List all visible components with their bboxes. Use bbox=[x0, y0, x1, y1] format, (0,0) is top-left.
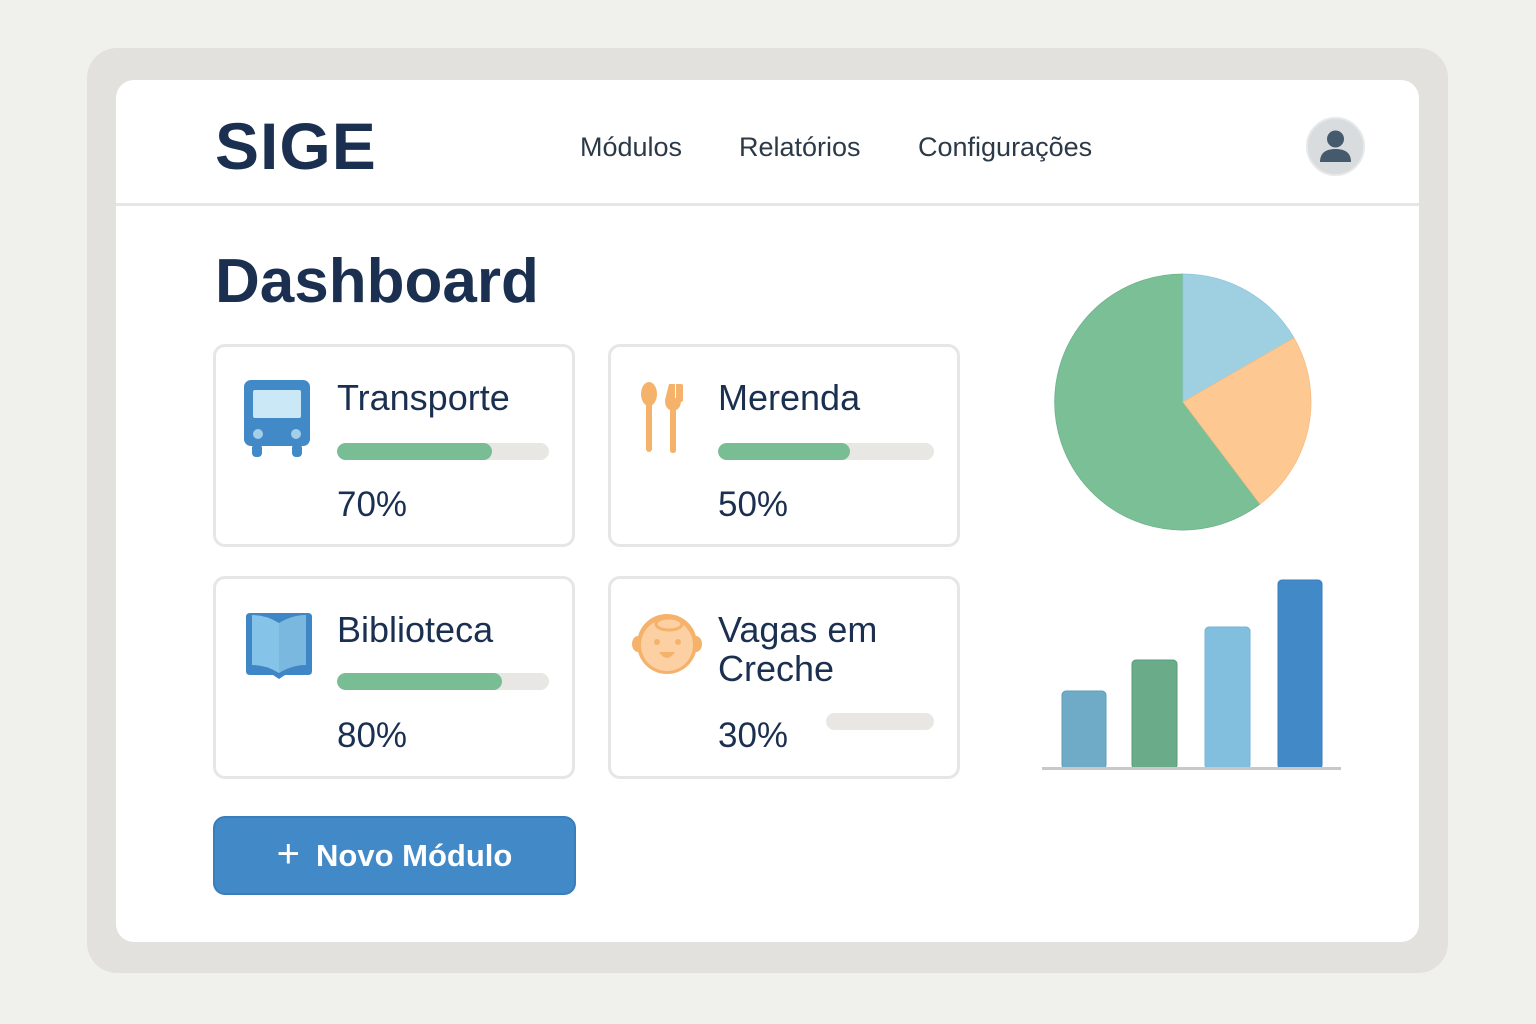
card-percent: 70% bbox=[337, 485, 408, 524]
user-icon bbox=[1320, 130, 1351, 162]
bar-chart bbox=[1042, 579, 1341, 770]
progress-bar bbox=[718, 443, 934, 460]
bar-4 bbox=[1277, 579, 1323, 770]
app-window: SIGE Módulos Relatórios Configurações Da… bbox=[116, 80, 1419, 942]
pie-chart bbox=[1054, 273, 1312, 531]
nav-item-configuracoes[interactable]: Configurações bbox=[918, 132, 1093, 162]
progress-bar bbox=[337, 673, 549, 690]
card-label-line1: Vagas em bbox=[718, 609, 878, 650]
bar-3 bbox=[1204, 626, 1251, 770]
card-percent: 30% bbox=[718, 716, 789, 755]
card-label: Biblioteca bbox=[337, 609, 494, 650]
nav-item-relatorios[interactable]: Relatórios bbox=[739, 132, 861, 162]
bar-1 bbox=[1061, 690, 1107, 770]
top-navigation-bar: SIGE Módulos Relatórios Configurações bbox=[116, 80, 1419, 206]
nav-item-modulos[interactable]: Módulos bbox=[580, 132, 683, 162]
plus-icon: + bbox=[276, 831, 301, 876]
bar-chart-baseline bbox=[1042, 767, 1341, 770]
progress-bar bbox=[337, 443, 549, 460]
pie-slice-blue bbox=[1182, 273, 1295, 403]
bus-icon bbox=[244, 380, 310, 457]
page-title: Dashboard bbox=[215, 247, 539, 316]
bar-2 bbox=[1131, 659, 1178, 770]
card-label-line2: Creche bbox=[718, 648, 835, 689]
app-logo[interactable]: SIGE bbox=[215, 109, 377, 183]
card-percent: 50% bbox=[718, 485, 789, 524]
card-label: Transporte bbox=[337, 377, 510, 418]
module-card-biblioteca[interactable]: Biblioteca 80% bbox=[213, 576, 575, 779]
new-module-button[interactable]: + Novo Módulo bbox=[213, 816, 576, 895]
pie-slice-orange bbox=[1182, 337, 1312, 505]
progress-fill bbox=[337, 673, 503, 690]
module-card-merenda[interactable]: Merenda 50% bbox=[608, 344, 960, 547]
pie-slice-green-main bbox=[1054, 273, 1261, 531]
baby-icon bbox=[632, 614, 702, 674]
utensils-icon bbox=[641, 382, 683, 453]
card-percent: 80% bbox=[337, 716, 408, 755]
card-label: Merenda bbox=[718, 377, 861, 418]
progress-bar bbox=[826, 713, 934, 730]
progress-fill bbox=[718, 443, 850, 460]
user-avatar[interactable] bbox=[1306, 117, 1365, 176]
module-card-vagas-creche[interactable]: Vagas em Creche 30% bbox=[608, 576, 960, 779]
new-module-label: Novo Módulo bbox=[316, 837, 513, 873]
book-icon bbox=[246, 613, 312, 679]
progress-fill bbox=[337, 443, 492, 460]
module-card-transporte[interactable]: Transporte 70% bbox=[213, 344, 575, 547]
